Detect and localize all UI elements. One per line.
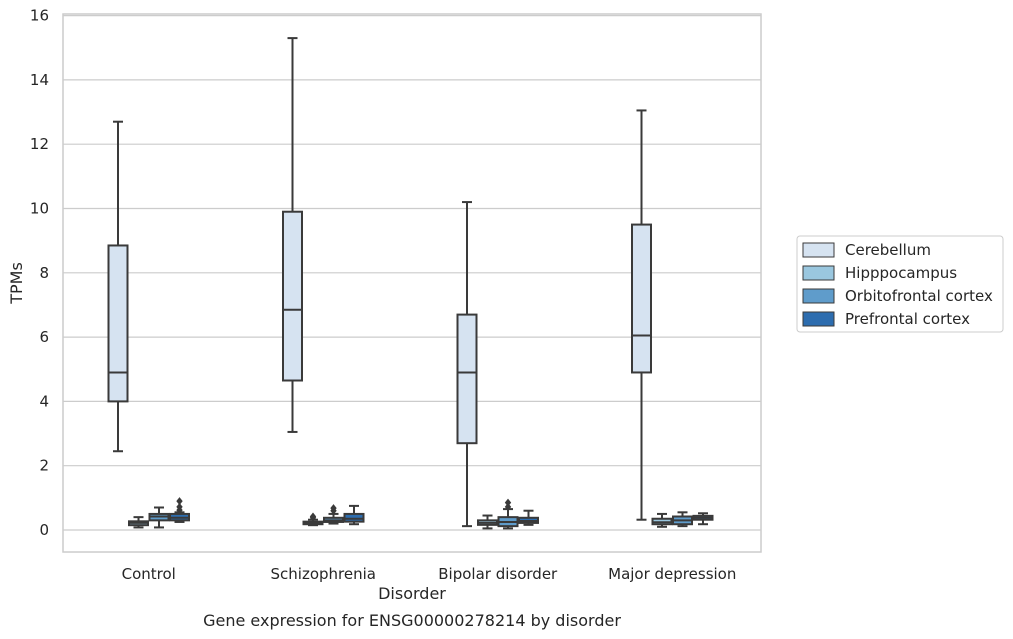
y-tick-label: 8 xyxy=(39,264,49,282)
box-3-0 xyxy=(169,497,190,523)
y-tick-label: 14 xyxy=(30,71,49,89)
box-1-1 xyxy=(302,512,324,527)
box-3-3 xyxy=(692,512,714,526)
box-2-2 xyxy=(497,498,519,530)
chart-caption: Gene expression for ENSG00000278214 by d… xyxy=(203,611,621,630)
x-tick-label: Bipolar disorder xyxy=(438,565,558,583)
box-2-1 xyxy=(323,504,344,525)
y-tick-label: 16 xyxy=(30,7,49,25)
box-body xyxy=(107,244,129,403)
y-tick-label: 10 xyxy=(30,200,49,218)
x-axis-label: Disorder xyxy=(378,584,446,603)
x-tick-label: Schizophrenia xyxy=(271,565,376,583)
box-3-1 xyxy=(343,504,365,526)
legend-swatch xyxy=(802,265,835,281)
outlier-point xyxy=(176,497,183,506)
outlier-point xyxy=(504,498,512,507)
legend-label: Prefrontal cortex xyxy=(845,310,970,328)
legend-label: Orbitofrontal cortex xyxy=(845,287,993,305)
legend: Cerebellum Hipppocampus Orbitofrontal cort… xyxy=(796,235,1004,333)
y-tick-label: 12 xyxy=(30,135,49,153)
box-series xyxy=(107,37,714,530)
box-0-1 xyxy=(282,37,303,433)
y-tick-label: 6 xyxy=(39,328,49,346)
box-1-0 xyxy=(128,516,149,529)
outlier-point xyxy=(504,502,512,511)
y-tick-labels: 0 2 4 6 8 10 12 14 16 xyxy=(30,7,49,539)
box-2-0 xyxy=(148,506,170,529)
box-body xyxy=(282,210,303,382)
box-3-2 xyxy=(518,509,539,526)
x-tick-labels: Control Schizophrenia Bipolar disorder Majo… xyxy=(122,565,737,583)
outlier-point xyxy=(330,504,337,513)
legend-frame xyxy=(796,235,1004,333)
plot-frame xyxy=(62,13,762,553)
outlier-point xyxy=(309,512,317,521)
box-body xyxy=(456,313,478,445)
outlier-point xyxy=(176,502,183,511)
box-0-3 xyxy=(631,109,652,521)
y-tick-label: 4 xyxy=(39,392,49,410)
y-gridlines xyxy=(63,15,761,531)
box-1-2 xyxy=(477,514,498,530)
y-tick-label: 0 xyxy=(39,521,49,539)
y-axis-label: TPMs xyxy=(7,262,26,305)
x-tick-label: Control xyxy=(122,565,176,583)
box-body xyxy=(631,223,652,374)
box-0-2 xyxy=(456,201,478,528)
box-0-0 xyxy=(107,120,129,453)
legend-label: Cerebellum xyxy=(845,241,931,259)
legend-swatch xyxy=(802,288,835,304)
box-2-3 xyxy=(672,511,693,528)
x-tick-label: Major depression xyxy=(608,565,736,583)
y-tick-label: 2 xyxy=(39,457,49,475)
legend-swatch xyxy=(802,311,835,327)
box-1-3 xyxy=(651,512,673,528)
legend-swatch xyxy=(802,242,835,258)
legend-label: Hipppocampus xyxy=(845,264,957,282)
